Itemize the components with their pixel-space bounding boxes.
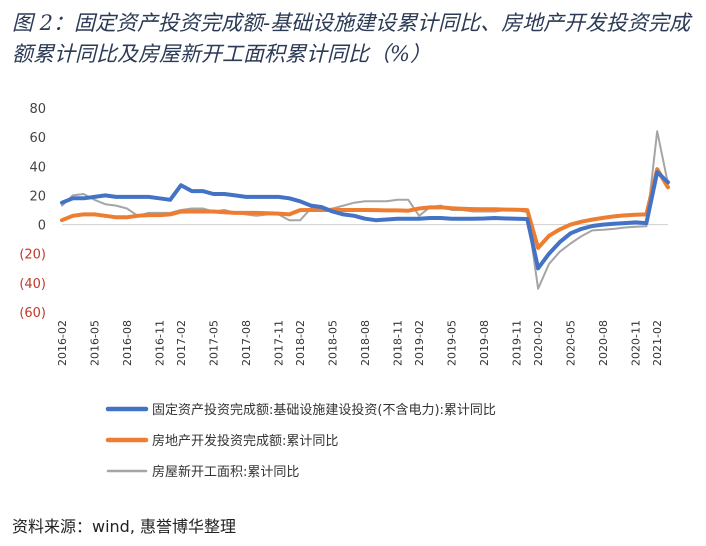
x-tick-label: 2017-02: [175, 320, 188, 366]
y-tick-label: (20): [19, 248, 46, 263]
x-tick-label: 2017-05: [208, 320, 221, 366]
x-tick-label: 2018-05: [327, 320, 340, 366]
x-tick-label: 2019-08: [478, 320, 491, 366]
legend-label: 房地产开发投资完成额:累计同比: [152, 433, 338, 449]
x-tick-label: 2020-02: [532, 320, 545, 366]
x-tick-label: 2017-08: [240, 320, 253, 366]
chart-legend: 固定资产投资完成额:基础设施建设投资(不含电力):累计同比房地产开发投资完成额:…: [105, 402, 496, 480]
x-tick-label: 2016-02: [56, 320, 69, 366]
y-tick-label: (40): [19, 277, 46, 292]
x-tick-label: 2020-05: [565, 320, 578, 366]
y-tick-label: 40: [29, 160, 46, 175]
x-tick-label: 2018-08: [359, 320, 372, 366]
series-line-1: [60, 170, 670, 271]
x-tick-label: 2020-08: [597, 320, 610, 366]
y-tick-label: (60): [19, 306, 46, 321]
x-tick-label: 2016-05: [88, 320, 101, 366]
x-tick-label: 2016-08: [121, 320, 134, 366]
plot-area: [60, 130, 670, 290]
x-tick-label: 2017-11: [272, 320, 285, 366]
legend-label: 固定资产投资完成额:基础设施建设投资(不含电力):累计同比: [152, 402, 496, 418]
y-tick-label: 60: [29, 131, 46, 146]
x-tick-label: 2019-05: [446, 320, 459, 366]
legend-label: 房屋新开工面积:累计同比: [152, 464, 299, 480]
y-axis: 80 60 40 20 0 (20) (40) (60): [19, 102, 46, 321]
x-tick-label: 2020-11: [630, 320, 643, 366]
source-note: 资料来源：wind, 惠誉博华整理: [12, 517, 237, 536]
y-tick-label: 0: [38, 219, 46, 234]
x-tick-label: 2018-11: [391, 320, 404, 366]
y-tick-label: 20: [29, 189, 46, 204]
x-tick-label: 2019-11: [511, 320, 524, 366]
x-tick-label: 2019-02: [413, 320, 426, 366]
series-line-2: [60, 167, 670, 250]
x-tick-label: 2016-11: [153, 320, 166, 366]
figure-title: 图 2：固定资产投资完成额-基础设施建设累计同比、房地产开发投资完成额累计同比及…: [12, 11, 691, 66]
y-tick-label: 80: [29, 102, 46, 117]
x-tick-label: 2021-02: [651, 320, 664, 366]
x-tick-label: 2018-02: [294, 320, 307, 366]
x-axis: 2016-02 2016-05 2016-08 2016-11 2017-02 2017-…: [56, 320, 664, 366]
